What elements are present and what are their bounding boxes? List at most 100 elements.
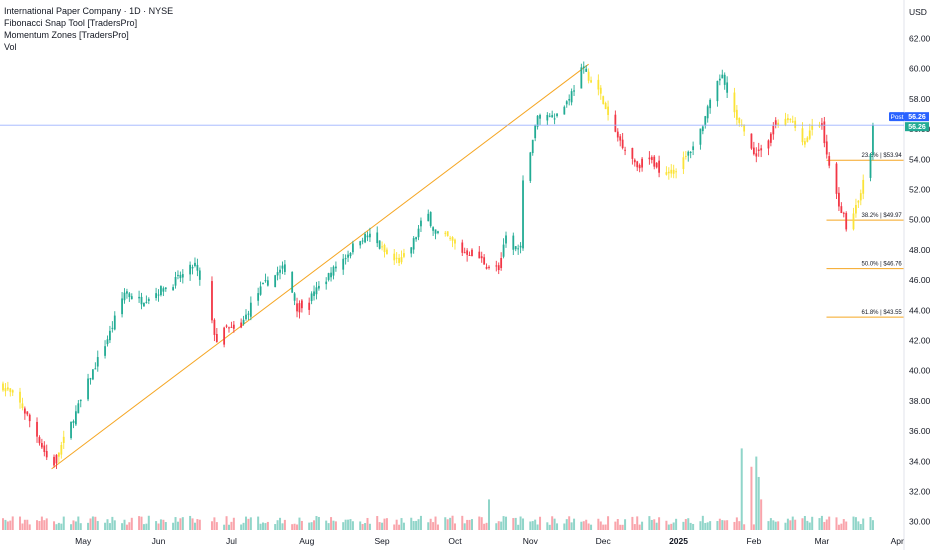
- candle-body[interactable]: [675, 171, 678, 173]
- candle-body[interactable]: [519, 245, 522, 248]
- candle-body[interactable]: [446, 231, 449, 236]
- indicator-fibonacci[interactable]: Fibonacci Snap Tool [TradersPro]: [4, 18, 138, 28]
- candle-body[interactable]: [616, 131, 619, 138]
- candle-body[interactable]: [293, 293, 296, 301]
- candle-body[interactable]: [701, 126, 704, 132]
- candle-body[interactable]: [760, 148, 763, 151]
- candle-body[interactable]: [164, 287, 167, 290]
- candle-body[interactable]: [468, 254, 471, 256]
- candle-body[interactable]: [692, 146, 695, 151]
- candle-body[interactable]: [434, 229, 437, 234]
- candle-body[interactable]: [838, 192, 840, 207]
- candle-body[interactable]: [240, 322, 243, 328]
- candle-body[interactable]: [36, 421, 38, 437]
- candle-body[interactable]: [361, 240, 364, 242]
- candle-body[interactable]: [364, 233, 366, 243]
- candle-body[interactable]: [72, 421, 75, 424]
- candle-body[interactable]: [393, 253, 396, 261]
- candle-body[interactable]: [743, 124, 746, 132]
- candle-body[interactable]: [378, 240, 381, 249]
- candle-body[interactable]: [383, 244, 386, 253]
- candle-body[interactable]: [767, 140, 770, 149]
- candle-body[interactable]: [298, 303, 301, 313]
- candle-body[interactable]: [536, 115, 539, 127]
- candle-body[interactable]: [310, 293, 313, 302]
- candle-body[interactable]: [463, 252, 466, 254]
- candle-body[interactable]: [804, 141, 806, 145]
- candle-body[interactable]: [6, 387, 9, 390]
- candle-body[interactable]: [429, 212, 432, 226]
- candle-body[interactable]: [755, 153, 758, 157]
- candle-body[interactable]: [828, 156, 831, 166]
- candle-body[interactable]: [835, 163, 838, 194]
- candle-body[interactable]: [174, 277, 177, 286]
- candle-body[interactable]: [386, 249, 388, 255]
- candle-body[interactable]: [242, 319, 245, 325]
- candle-body[interactable]: [791, 121, 794, 123]
- candle-body[interactable]: [330, 272, 332, 278]
- candle-body[interactable]: [585, 68, 588, 72]
- candle-body[interactable]: [821, 123, 823, 126]
- candle-body[interactable]: [449, 237, 452, 239]
- candle-body[interactable]: [96, 357, 99, 367]
- candle-body[interactable]: [862, 179, 865, 194]
- candle-body[interactable]: [769, 133, 772, 143]
- candle-body[interactable]: [718, 78, 721, 81]
- candle-body[interactable]: [126, 291, 128, 294]
- candle-body[interactable]: [517, 248, 520, 250]
- candle-body[interactable]: [818, 125, 821, 127]
- candle-body[interactable]: [194, 262, 196, 266]
- candle-body[interactable]: [140, 296, 143, 305]
- candle-body[interactable]: [704, 116, 707, 126]
- candle-body[interactable]: [604, 103, 607, 110]
- candle-body[interactable]: [181, 274, 184, 278]
- candle-body[interactable]: [500, 257, 503, 269]
- candle-body[interactable]: [420, 220, 422, 227]
- candle-body[interactable]: [551, 115, 554, 118]
- candle-body[interactable]: [11, 390, 14, 393]
- candle-body[interactable]: [89, 378, 92, 380]
- candle-body[interactable]: [485, 266, 488, 269]
- candle-body[interactable]: [23, 408, 26, 414]
- candle-body[interactable]: [121, 298, 123, 315]
- candle-body[interactable]: [842, 212, 845, 214]
- candle-body[interactable]: [757, 149, 760, 151]
- candle-body[interactable]: [53, 456, 55, 466]
- candle-body[interactable]: [308, 302, 311, 310]
- candle-body[interactable]: [62, 436, 65, 443]
- candle-body[interactable]: [143, 302, 145, 307]
- candle-body[interactable]: [109, 330, 111, 341]
- candle-body[interactable]: [794, 120, 797, 128]
- candle-body[interactable]: [313, 291, 315, 296]
- candle-body[interactable]: [21, 403, 24, 409]
- candle-body[interactable]: [607, 106, 609, 115]
- candle-body[interactable]: [774, 120, 777, 125]
- candle-body[interactable]: [342, 258, 345, 270]
- candle-body[interactable]: [106, 339, 109, 345]
- candle-body[interactable]: [539, 114, 541, 119]
- candle-body[interactable]: [232, 324, 235, 329]
- candle-body[interactable]: [376, 232, 379, 244]
- candle-body[interactable]: [344, 258, 347, 260]
- candle-body[interactable]: [461, 242, 464, 253]
- candle-body[interactable]: [682, 157, 685, 170]
- candle-body[interactable]: [266, 280, 269, 286]
- candle-body[interactable]: [230, 326, 233, 328]
- candle-body[interactable]: [597, 79, 600, 90]
- candle-body[interactable]: [28, 414, 31, 422]
- candle-body[interactable]: [55, 454, 58, 464]
- indicator-momentum[interactable]: Momentum Zones [TradersPro]: [4, 30, 129, 40]
- candle-body[interactable]: [400, 257, 403, 263]
- candle-body[interactable]: [281, 265, 284, 269]
- candle-body[interactable]: [514, 246, 517, 250]
- candle-body[interactable]: [9, 388, 12, 392]
- candle-body[interactable]: [276, 272, 279, 276]
- candle-body[interactable]: [359, 241, 362, 246]
- candle-body[interactable]: [466, 250, 469, 255]
- candle-body[interactable]: [857, 200, 860, 203]
- candle-body[interactable]: [721, 74, 724, 79]
- candle-body[interactable]: [529, 152, 532, 181]
- candle-body[interactable]: [138, 296, 140, 299]
